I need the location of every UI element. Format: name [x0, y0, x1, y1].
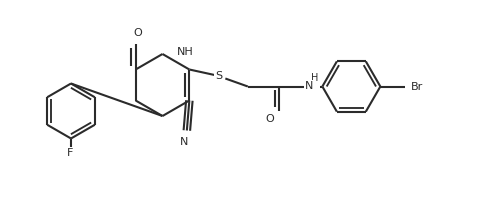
Text: O: O	[134, 27, 142, 38]
Text: H: H	[311, 73, 318, 83]
Text: Br: Br	[411, 81, 423, 92]
Text: O: O	[266, 114, 274, 124]
Text: N: N	[180, 137, 189, 147]
Text: N: N	[305, 81, 313, 91]
Text: S: S	[215, 71, 222, 81]
Text: F: F	[67, 148, 73, 157]
Text: NH: NH	[177, 46, 193, 57]
